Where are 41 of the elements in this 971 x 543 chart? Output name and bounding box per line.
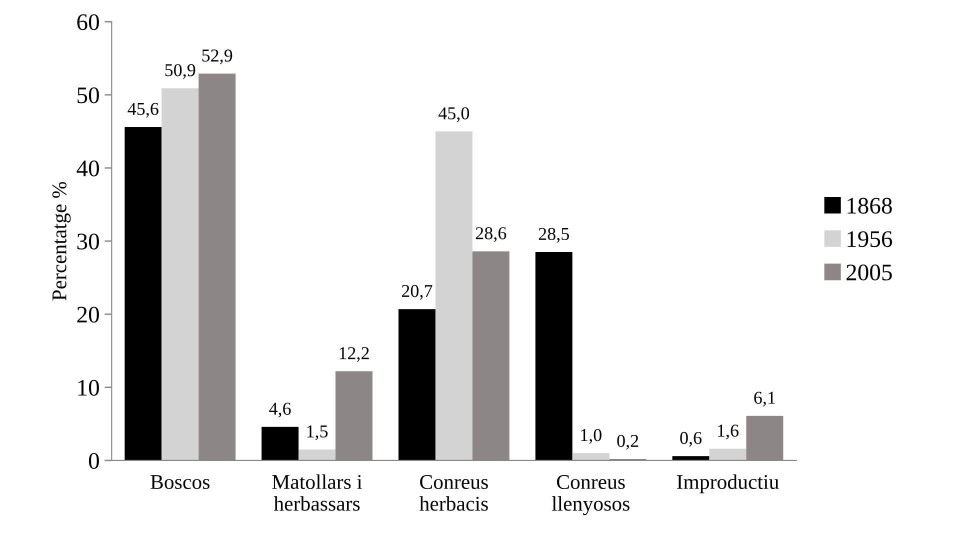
y-tick-label: 0 (88, 452, 99, 469)
bar (672, 456, 710, 460)
data-label: 6,1 (754, 392, 775, 406)
legend-label: 2005 (846, 264, 892, 280)
data-label: 50,9 (165, 64, 196, 79)
data-label: 1,0 (581, 428, 602, 444)
x-tick-label: Boscos (150, 475, 210, 490)
y-tick-label: 50 (78, 87, 99, 104)
bar (535, 252, 572, 460)
bar (398, 309, 436, 460)
bar (709, 448, 746, 460)
legend-label: 1868 (848, 198, 892, 214)
bar (124, 127, 162, 460)
data-label: 28,6 (476, 227, 506, 242)
x-tick-label: Improductiu (677, 474, 779, 494)
legend-label: 1956 (848, 231, 892, 248)
data-label: 28,5 (538, 228, 569, 243)
y-tick-label: 30 (77, 234, 99, 250)
data-label: 45,0 (438, 107, 470, 122)
data-label: 20,7 (402, 284, 432, 300)
data-label: 12,2 (340, 347, 369, 362)
y-tick-label: 60 (77, 14, 99, 30)
data-label: 52,9 (202, 50, 232, 64)
data-label: 45,6 (128, 102, 158, 118)
bar (572, 453, 610, 460)
y-axis-title: Percentatge % (52, 182, 71, 300)
y-tick-label: 40 (76, 160, 99, 176)
bar (298, 449, 336, 460)
y-tick-label: 10 (78, 380, 99, 396)
x-tick-label: Conreus llenyosos (552, 475, 630, 516)
y-tick-label: 20 (77, 306, 99, 323)
data-label: 4,6 (269, 402, 291, 418)
data-label: 1,5 (307, 425, 328, 440)
bar (262, 426, 299, 460)
data-label: 1,6 (718, 424, 739, 440)
x-tick-label: Conreus herbacis (419, 475, 488, 511)
data-label: 0,6 (680, 432, 702, 447)
data-label: 0,2 (617, 434, 638, 450)
bar (435, 131, 472, 460)
bar (162, 88, 199, 460)
x-tick-label: Matollars i herbassars (272, 474, 362, 511)
